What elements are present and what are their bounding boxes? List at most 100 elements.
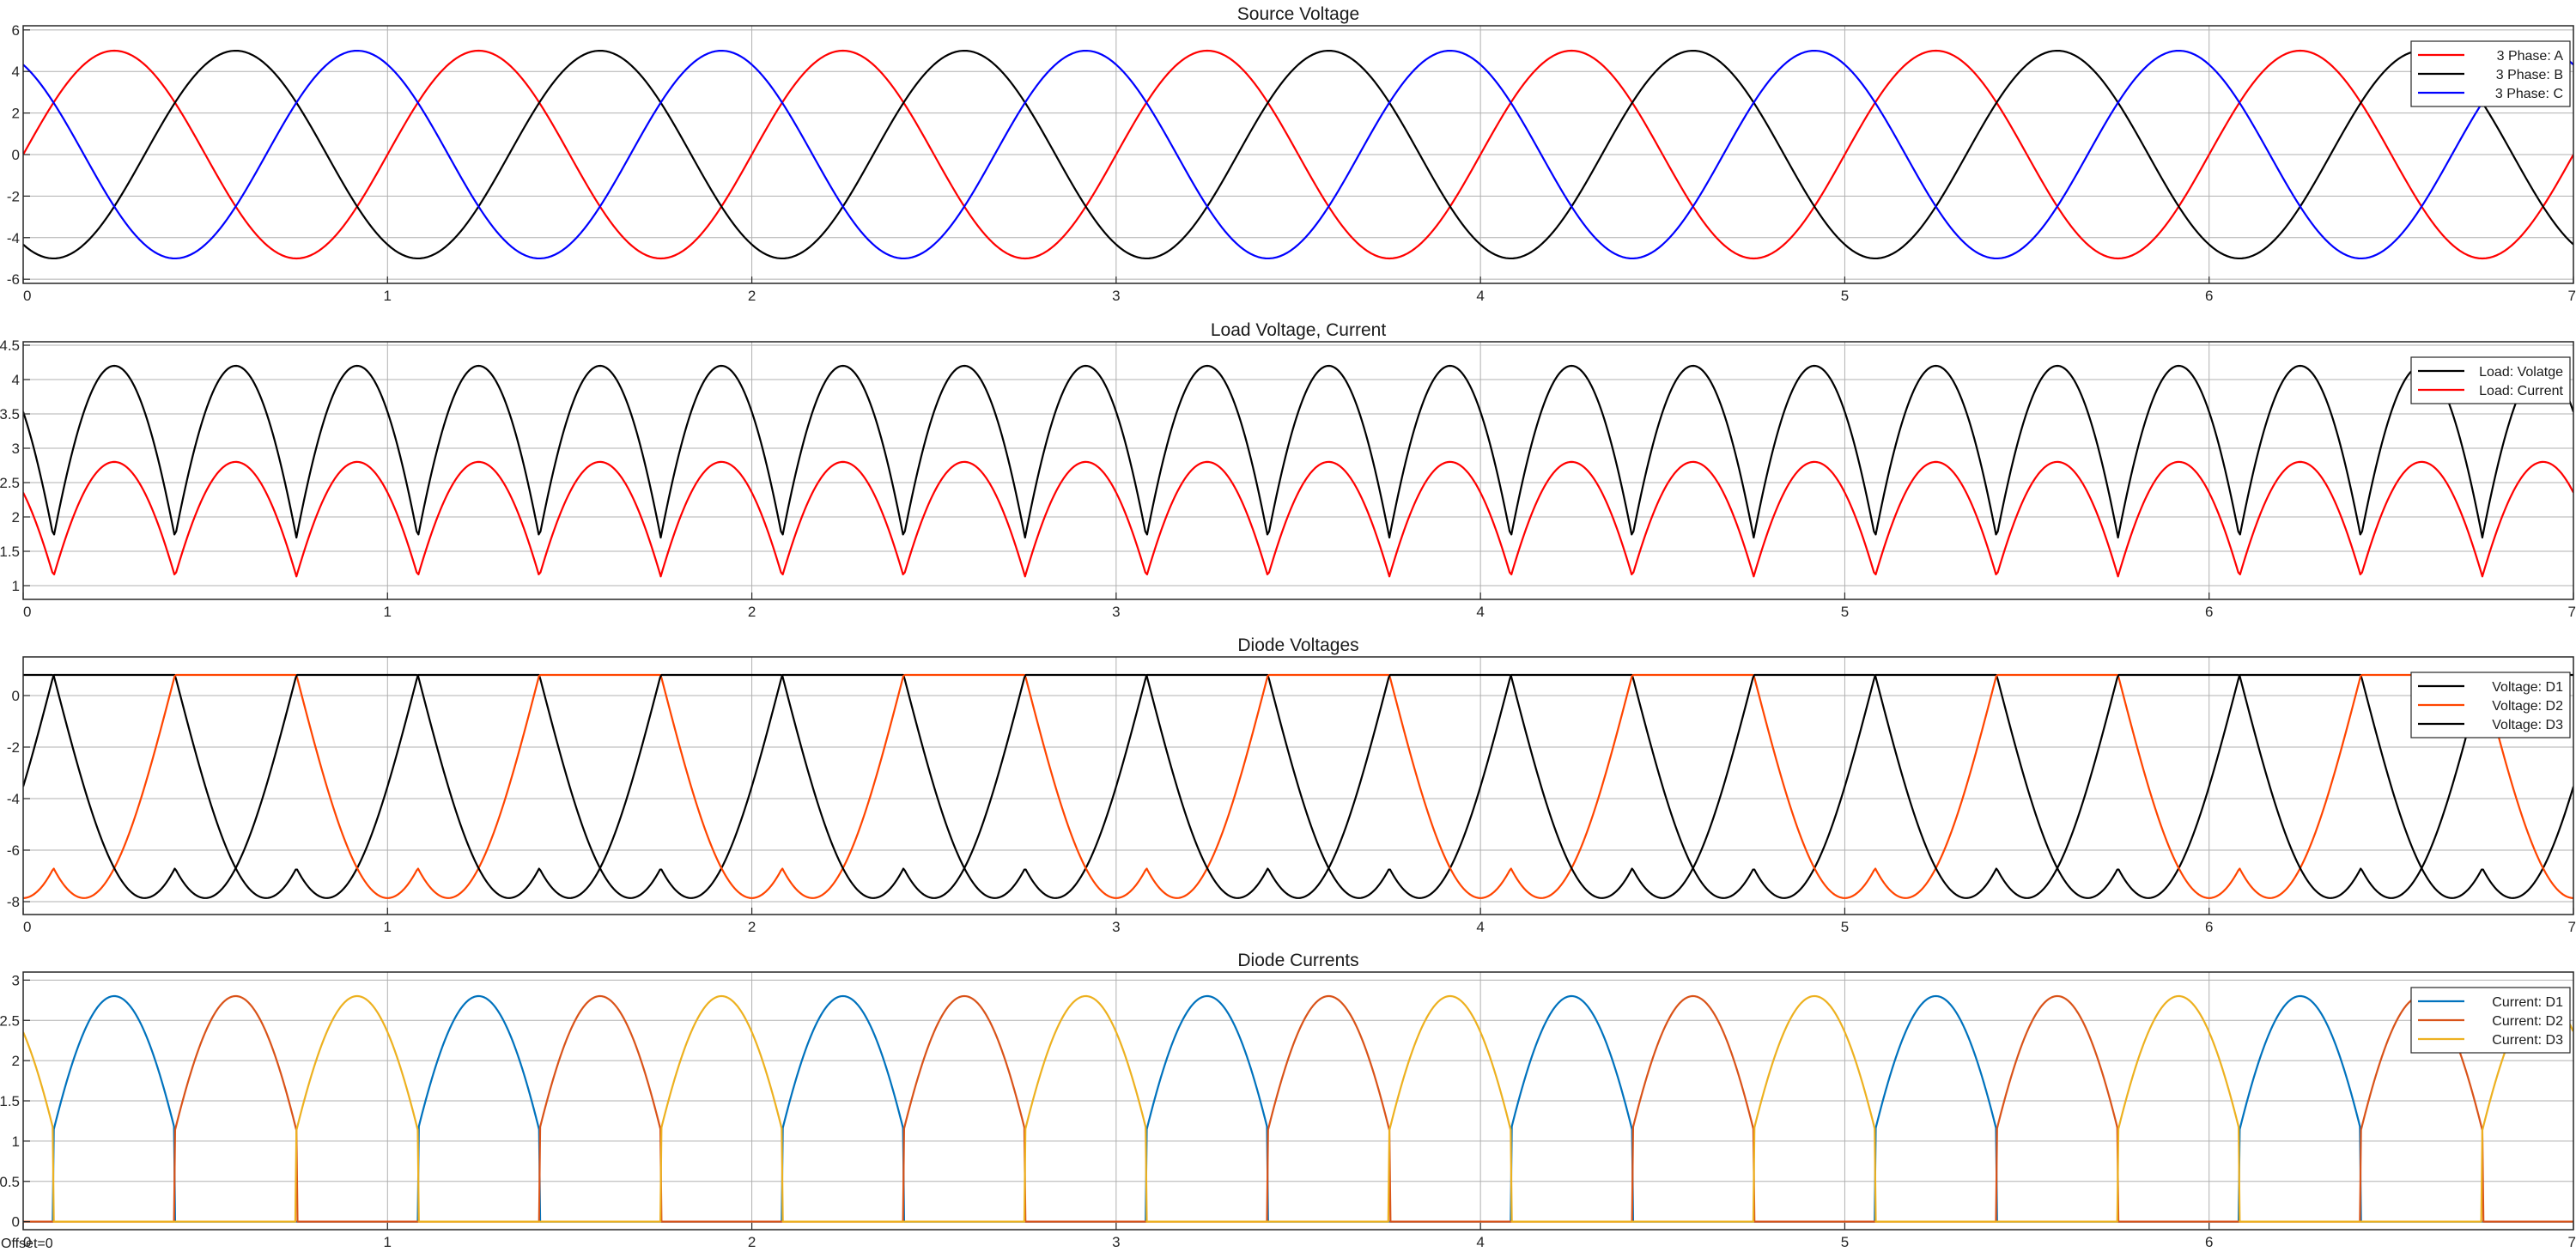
y-tick-label: 1.5 (0, 544, 20, 560)
panel-source-voltage: Source Voltage 0 1 2 3 4 5 6 7 -6 -4 -2 0 2 4 6 3 Phase:… (7, 4, 2576, 304)
series-voltage-d2 (23, 673, 2573, 899)
y-tick-label: 0 (12, 1214, 20, 1231)
y-tick-label: -2 (7, 188, 20, 204)
y-tick-label: 0 (12, 147, 20, 163)
legend-label: Load: Current (2479, 384, 2563, 398)
series-voltage-d1 (23, 673, 2573, 899)
series-lines (23, 364, 2573, 578)
y-tick-label: -2 (7, 739, 20, 756)
x-tick-label: 1 (384, 1234, 392, 1249)
y-tick-label: 2 (12, 509, 20, 526)
legend-label: Voltage: D2 (2492, 699, 2563, 714)
legend-label: Current: D2 (2492, 1014, 2563, 1029)
x-tick-label: 1 (384, 919, 392, 935)
axes-frame (22, 341, 2574, 600)
x-tick-label: 2 (748, 604, 756, 620)
plot-area (23, 342, 2573, 599)
y-tick-label: 2.5 (0, 1012, 20, 1029)
x-tick-label: 5 (1841, 604, 1849, 620)
panel-title: Diode Voltages (1237, 635, 1358, 655)
panel-title: Source Voltage (1237, 4, 1359, 24)
series-3-phase-b (23, 49, 2573, 260)
y-tick-label: 6 (12, 22, 20, 39)
y-tick-label: 1 (12, 578, 20, 594)
y-tick-label: 1 (12, 1133, 20, 1150)
panel-diode-currents: Diode Currents 0 1 2 3 4 5 6 7 0 0.5 1 1.5 2 2.5 3 Curre… (0, 951, 2576, 1249)
y-tick-label: -6 (7, 271, 20, 288)
series-3-phase-c (23, 49, 2573, 260)
x-tick-label: 1 (384, 604, 392, 620)
x-tick-label: 3 (1112, 604, 1120, 620)
x-tick-label: 4 (1476, 919, 1484, 935)
legend: Load: Volatge Load: Current (2410, 356, 2571, 404)
series-load-current (23, 460, 2573, 578)
legend: 3 Phase: A 3 Phase: B 3 Phase: C (2410, 40, 2571, 107)
legend-label: Current: D3 (2492, 1033, 2563, 1048)
y-tick-label: -6 (7, 842, 20, 859)
x-tick-label: 6 (2205, 288, 2213, 304)
x-tick-label: 0 (23, 919, 31, 935)
legend-label: Voltage: D1 (2492, 680, 2563, 695)
x-tick-label: 6 (2205, 1234, 2213, 1249)
x-tick-label: 2 (748, 919, 756, 935)
y-tick-label: 0.5 (0, 1174, 20, 1190)
y-tick-label: 4.5 (0, 337, 20, 354)
series-lines (23, 673, 2573, 899)
legend-label: 3 Phase: B (2496, 68, 2563, 82)
series-voltage-d3 (23, 673, 2573, 899)
grid (22, 26, 2574, 283)
y-tick-label: 0 (12, 688, 20, 704)
y-tick-label: -4 (7, 230, 20, 246)
legend-box (2410, 356, 2571, 404)
x-tick-label: 4 (1476, 1234, 1484, 1249)
y-tick-label: 1.5 (0, 1093, 20, 1109)
legend-label: 3 Phase: A (2497, 49, 2564, 64)
y-tick-label: 2.5 (0, 475, 20, 491)
y-tick-label: 2 (12, 1053, 20, 1069)
x-tick-label: 2 (748, 288, 756, 304)
x-tick-label: 0 (23, 1234, 31, 1249)
series-load-volatge (23, 364, 2573, 539)
x-tick-label: 7 (2568, 1234, 2576, 1249)
series-lines (23, 994, 2573, 1223)
panel-title: Load Voltage, Current (1211, 320, 1386, 340)
x-tick-label: 0 (23, 288, 31, 304)
y-tick-label: 3 (12, 972, 20, 988)
x-tick-label: 6 (2205, 604, 2213, 620)
x-tick-label: 7 (2568, 919, 2576, 935)
x-tick-label: 3 (1112, 288, 1120, 304)
y-tick-label: -8 (7, 894, 20, 910)
x-tick-label: 2 (748, 1234, 756, 1249)
series-3-phase-a (23, 49, 2573, 260)
y-tick-label: 3.5 (0, 406, 20, 422)
legend: Current: D1 Current: D2 Current: D3 (2410, 987, 2571, 1054)
x-tick-label: 4 (1476, 604, 1484, 620)
legend-label: Load: Volatge (2479, 365, 2563, 380)
panel-title: Diode Currents (1237, 951, 1358, 970)
x-tick-label: 4 (1476, 288, 1484, 304)
y-tick-label: 4 (12, 372, 20, 388)
x-tick-label: 3 (1112, 1234, 1120, 1249)
x-tick-label: 0 (23, 604, 31, 620)
x-tick-label: 5 (1841, 288, 1849, 304)
x-tick-label: 7 (2568, 604, 2576, 620)
legend-label: Current: D1 (2492, 995, 2563, 1010)
x-tick-label: 1 (384, 288, 392, 304)
y-tick-label: 2 (12, 106, 20, 122)
legend-label: Voltage: D3 (2492, 718, 2563, 732)
axes-frame (22, 656, 2574, 915)
series-current-d3 (23, 994, 2573, 1223)
x-tick-label: 5 (1841, 1234, 1849, 1249)
x-tick-label: 5 (1841, 919, 1849, 935)
y-tick-label: 4 (12, 64, 20, 80)
series-lines (23, 49, 2573, 260)
panel-diode-voltages: Diode Voltages 0 1 2 3 4 5 6 7 -8 -6 -4 -2 0 Voltage: … (7, 635, 2576, 935)
y-tick-label: -4 (7, 791, 20, 807)
x-tick-label: 7 (2568, 288, 2576, 304)
legend-label: 3 Phase: C (2495, 87, 2563, 101)
x-tick-label: 6 (2205, 919, 2213, 935)
y-tick-label: 3 (12, 441, 20, 457)
x-tick-label: 3 (1112, 919, 1120, 935)
grid (22, 342, 2574, 599)
